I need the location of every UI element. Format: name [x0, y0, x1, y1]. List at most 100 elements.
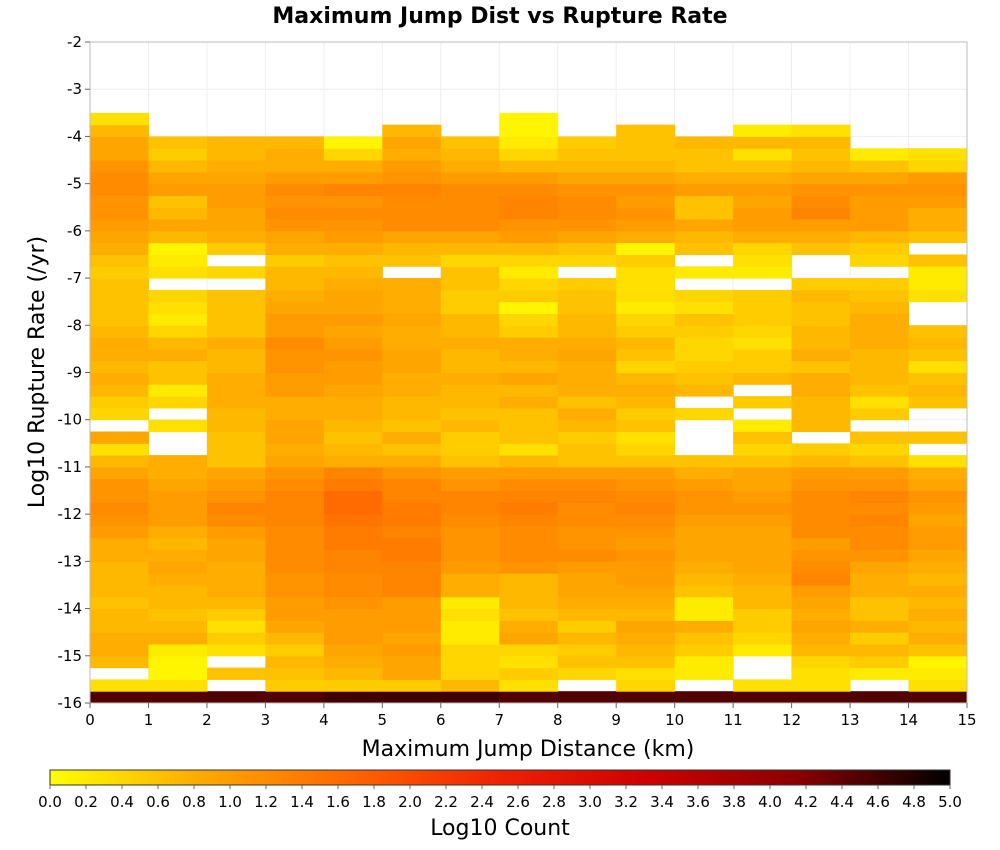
heatmap-cell: [557, 667, 617, 680]
heatmap-cell: [733, 490, 793, 503]
heatmap-cell: [908, 596, 968, 610]
heatmap-cell: [850, 183, 910, 196]
heatmap-cell: [440, 301, 500, 314]
heatmap-cell: [499, 230, 559, 244]
heatmap-cell: [148, 679, 208, 692]
heatmap-cell: [616, 407, 676, 421]
colorbar-tick-label: 0.4: [110, 793, 134, 811]
heatmap-cell: [440, 148, 500, 161]
heatmap-cell: [90, 325, 149, 338]
heatmap-cell: [265, 502, 325, 515]
heatmap-cell: [674, 573, 734, 586]
heatmap-cell: [206, 443, 266, 456]
heatmap-cell: [90, 207, 149, 220]
heatmap-cell: [616, 466, 676, 480]
heatmap-cell: [148, 525, 208, 539]
colorbar-tick-label: 2.4: [470, 793, 494, 811]
heatmap-cell: [850, 655, 910, 669]
heatmap-cell: [440, 195, 500, 208]
heatmap-cell: [616, 502, 676, 515]
heatmap-cell: [616, 632, 676, 645]
heatmap-cell: [908, 643, 968, 657]
heatmap-cell: [733, 691, 793, 704]
colorbar-tick-label: 3.0: [578, 793, 602, 811]
heatmap-cell: [323, 160, 383, 173]
heatmap-cell: [499, 301, 559, 314]
heatmap-cell: [440, 183, 500, 196]
heatmap-cell: [90, 219, 149, 232]
heatmap-cell: [733, 160, 793, 173]
heatmap-cell: [733, 254, 793, 267]
colorbar-tick-label: 1.8: [362, 793, 386, 811]
colorbar-tick-label: 1.6: [326, 793, 350, 811]
heatmap-cell: [382, 396, 442, 409]
heatmap-cell: [148, 490, 208, 503]
heatmap-cell: [499, 502, 559, 515]
heatmap-cell: [791, 313, 851, 326]
heatmap-cell: [616, 372, 676, 385]
heatmap-cell: [323, 230, 383, 244]
heatmap-cell: [90, 242, 149, 255]
heatmap-cell: [908, 455, 968, 468]
heatmap-cell: [440, 632, 500, 645]
heatmap-cell: [733, 266, 793, 279]
heatmap-cell: [148, 584, 208, 598]
heatmap-cell: [791, 160, 851, 173]
heatmap-cell: [440, 455, 500, 468]
heatmap-cell: [674, 514, 734, 527]
heatmap-cell: [733, 573, 793, 586]
heatmap-cell: [733, 337, 793, 350]
heatmap-cell: [674, 584, 734, 598]
heatmap-cell: [557, 537, 617, 551]
heatmap-cell: [499, 525, 559, 539]
heatmap-cell: [850, 325, 910, 338]
heatmap-cell: [616, 219, 676, 232]
heatmap-cell: [90, 655, 149, 669]
heatmap-cell: [206, 514, 266, 527]
heatmap-cell: [791, 407, 851, 421]
heatmap-cell: [382, 136, 442, 149]
heatmap-cell: [616, 655, 676, 669]
y-tick-label: -5: [67, 175, 82, 193]
heatmap-cell: [557, 289, 617, 303]
heatmap-cell: [382, 242, 442, 255]
heatmap-cell: [148, 160, 208, 173]
heatmap-cell: [148, 691, 208, 704]
heatmap-cell: [850, 525, 910, 539]
x-tick-label: 14: [899, 711, 918, 729]
heatmap-cell: [323, 313, 383, 326]
heatmap-cell: [616, 620, 676, 633]
heatmap-cell: [265, 525, 325, 539]
heatmap-cell: [557, 431, 617, 444]
heatmap-cell: [206, 148, 266, 161]
heatmap-cell: [499, 667, 559, 680]
heatmap-cell: [908, 219, 968, 232]
colorbar-tick-label: 3.4: [650, 793, 674, 811]
heatmap-cell: [733, 596, 793, 610]
heatmap-cell: [499, 124, 559, 137]
heatmap-cell: [90, 278, 149, 291]
heatmap-cell: [499, 136, 559, 149]
heatmap-cell: [90, 643, 149, 657]
heatmap-cell: [616, 537, 676, 551]
heatmap-cell: [499, 537, 559, 551]
heatmap-cell: [90, 136, 149, 149]
heatmap-cell: [499, 266, 559, 279]
heatmap-cell: [616, 490, 676, 503]
heatmap-cell: [499, 596, 559, 610]
colorbar-tick-label: 3.8: [722, 793, 746, 811]
heatmap-cell: [616, 561, 676, 574]
heatmap-cell: [733, 148, 793, 161]
heatmap-cell: [499, 183, 559, 196]
heatmap-cell: [206, 561, 266, 574]
heatmap-cell: [499, 360, 559, 373]
heatmap-cell: [908, 254, 968, 267]
heatmap-cell: [323, 266, 383, 279]
heatmap-cell: [323, 561, 383, 574]
heatmap-cells: [90, 112, 968, 704]
heatmap-cell: [440, 537, 500, 551]
heatmap-cell: [90, 537, 149, 551]
heatmap-cell: [557, 195, 617, 208]
heatmap-cell: [674, 207, 734, 220]
heatmap-cell: [382, 183, 442, 196]
